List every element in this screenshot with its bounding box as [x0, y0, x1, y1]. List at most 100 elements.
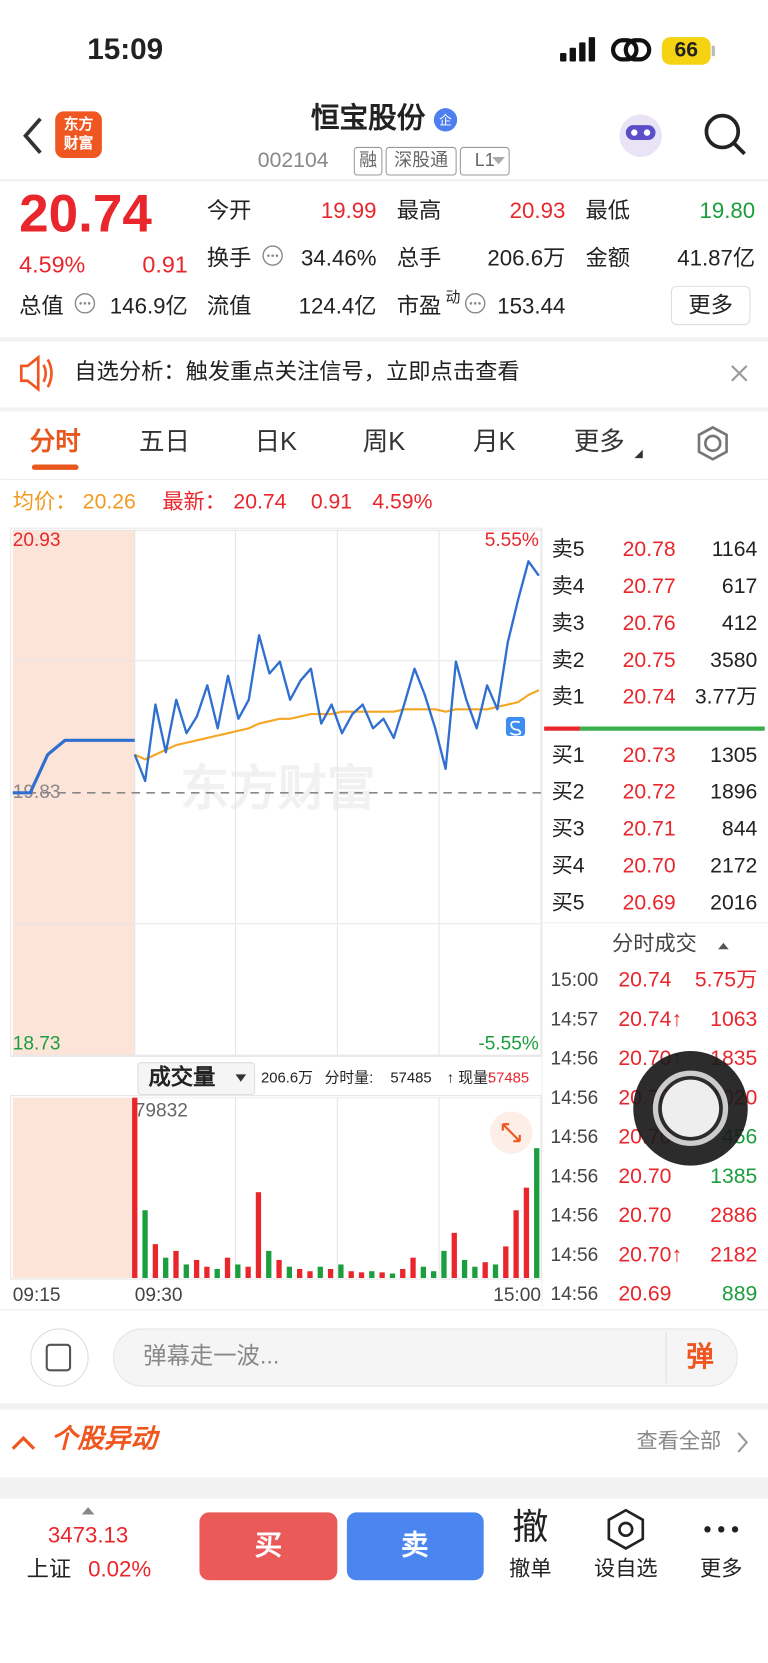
tag-box [459, 146, 510, 176]
volume-bar [193, 1259, 200, 1279]
notice-text[interactable]: 自选分析：触发重点关注信号，立即点击查看 [74, 359, 519, 384]
more-label[interactable]: 更多 [700, 1556, 742, 1580]
volume-bar [379, 1272, 385, 1279]
tab[interactable]: 更多 [574, 428, 625, 456]
trades-arrow [718, 942, 729, 950]
tab[interactable]: 五日 [139, 428, 190, 456]
volume-bar [224, 1257, 231, 1279]
field-value: 19.80 [699, 198, 755, 223]
more-button[interactable] [670, 285, 751, 326]
info-dot [271, 254, 274, 257]
danmaku-button[interactable]: 弹 [686, 1341, 714, 1372]
info-icon[interactable] [74, 293, 96, 314]
book-label: 卖2 [552, 648, 585, 672]
index-value[interactable]: 3473.13 [48, 1523, 129, 1548]
tabs: 分时 五日 日K 周K 月K 更多 [30, 428, 643, 470]
watchlist-label[interactable]: 设自选 [594, 1556, 658, 1580]
volume-bar [389, 1273, 396, 1279]
trade-volume: 2182 [710, 1243, 757, 1266]
assistive-touch[interactable] [633, 1051, 748, 1166]
back-button[interactable] [23, 117, 42, 154]
buy-button[interactable] [199, 1512, 338, 1581]
intraday-chart: 东方财富 20.93 19.83 18.73 5.55% -5.55% 成交量 206.6万分… [10, 527, 542, 1306]
signal-marker-s [509, 720, 522, 736]
book-price: 20.75 [623, 649, 676, 672]
search-button[interactable] [704, 113, 746, 156]
field-value: 206.6万 [487, 246, 565, 271]
app-logo[interactable] [55, 111, 102, 159]
volume-label: 成交量 [149, 1064, 216, 1090]
trade-price: 20.70 [618, 1204, 671, 1227]
volume-header-arrow: ↑ [447, 1071, 454, 1087]
collapse-icon[interactable] [11, 1435, 36, 1450]
cancel-label[interactable]: 撤单 [509, 1556, 551, 1580]
volume-header-bg [10, 1060, 541, 1095]
signal-marker[interactable] [505, 716, 526, 737]
volume-bar [420, 1266, 427, 1279]
comment-input[interactable] [113, 1328, 738, 1387]
volume-header-now-label: 现量: [458, 1071, 492, 1087]
dropdown-arrow[interactable] [492, 156, 505, 165]
logo-text: 东方 [64, 115, 94, 133]
volume-bar [255, 1192, 262, 1279]
volume-selector[interactable] [137, 1062, 256, 1096]
sell-button[interactable] [346, 1512, 484, 1581]
field-label: 市盈 [397, 293, 442, 318]
volume-bar [410, 1257, 416, 1279]
tab[interactable]: 周K [363, 428, 405, 456]
trade-time: 14:56 [551, 1166, 599, 1187]
assistant-avatar[interactable] [619, 114, 662, 157]
book-price: 20.70 [623, 855, 676, 878]
info-dot [473, 302, 477, 305]
last-label: 最新： [162, 489, 226, 513]
tab[interactable]: 分时 [30, 428, 81, 456]
tab[interactable]: 月K [473, 428, 515, 456]
trade-price: 20.74↑ [618, 1008, 682, 1031]
chart-frame [10, 527, 542, 1057]
field-label: 总值 [19, 293, 64, 318]
y-tick-label: 19.83 [13, 782, 61, 803]
trades-title: 分时成交 [612, 932, 697, 956]
book-price: 20.69 [623, 891, 676, 914]
more-button-text: 更多 [688, 292, 733, 317]
watchlist-icon[interactable] [607, 1508, 645, 1550]
info-icon[interactable] [464, 293, 486, 314]
field-label: 最低 [586, 198, 631, 223]
volume-bar [214, 1268, 220, 1279]
cancel-icon[interactable]: 撤 [512, 1506, 548, 1547]
y-tick-label: 20.93 [13, 530, 61, 551]
book-label: 买4 [552, 855, 585, 878]
last-change: 0.91 [311, 490, 352, 513]
trade-price: 20.74 [618, 969, 671, 992]
volume-bar [400, 1268, 406, 1279]
close-notice[interactable] [731, 365, 748, 382]
watermark: 东方财富 [180, 762, 375, 816]
more-icon[interactable] [704, 1526, 739, 1533]
x-tick-label: 09:30 [135, 1285, 183, 1306]
settings-icon[interactable] [697, 425, 728, 461]
volume-bar [503, 1246, 509, 1279]
book-price: 20.71 [623, 818, 676, 841]
volume-bar [482, 1262, 488, 1279]
volume-tick-label: 79832 [135, 1101, 188, 1122]
movers-link[interactable]: 查看全部 [636, 1429, 721, 1453]
book-volume: 3.77万 [695, 686, 757, 709]
comment-icon [45, 1343, 72, 1372]
trade-volume: 5.75万 [695, 969, 757, 992]
volume-bar [523, 1187, 530, 1279]
field-label: 最高 [397, 198, 442, 223]
volume-bar [132, 1097, 138, 1279]
volume-bar [204, 1266, 210, 1279]
badge-text: 企 [439, 112, 452, 127]
trade-volume: 889 [722, 1283, 757, 1306]
volume-bar [441, 1250, 447, 1279]
book-volume: 412 [722, 612, 757, 635]
tab[interactable]: 日K [255, 428, 297, 456]
comment-settings[interactable] [30, 1328, 89, 1387]
avg-label: 均价： [13, 489, 77, 513]
info-icon[interactable] [262, 245, 283, 266]
book-label: 卖1 [552, 685, 585, 709]
x-tick-label: 15:00 [493, 1285, 541, 1306]
volume-frame [10, 1095, 542, 1280]
auction-line [12, 738, 135, 795]
